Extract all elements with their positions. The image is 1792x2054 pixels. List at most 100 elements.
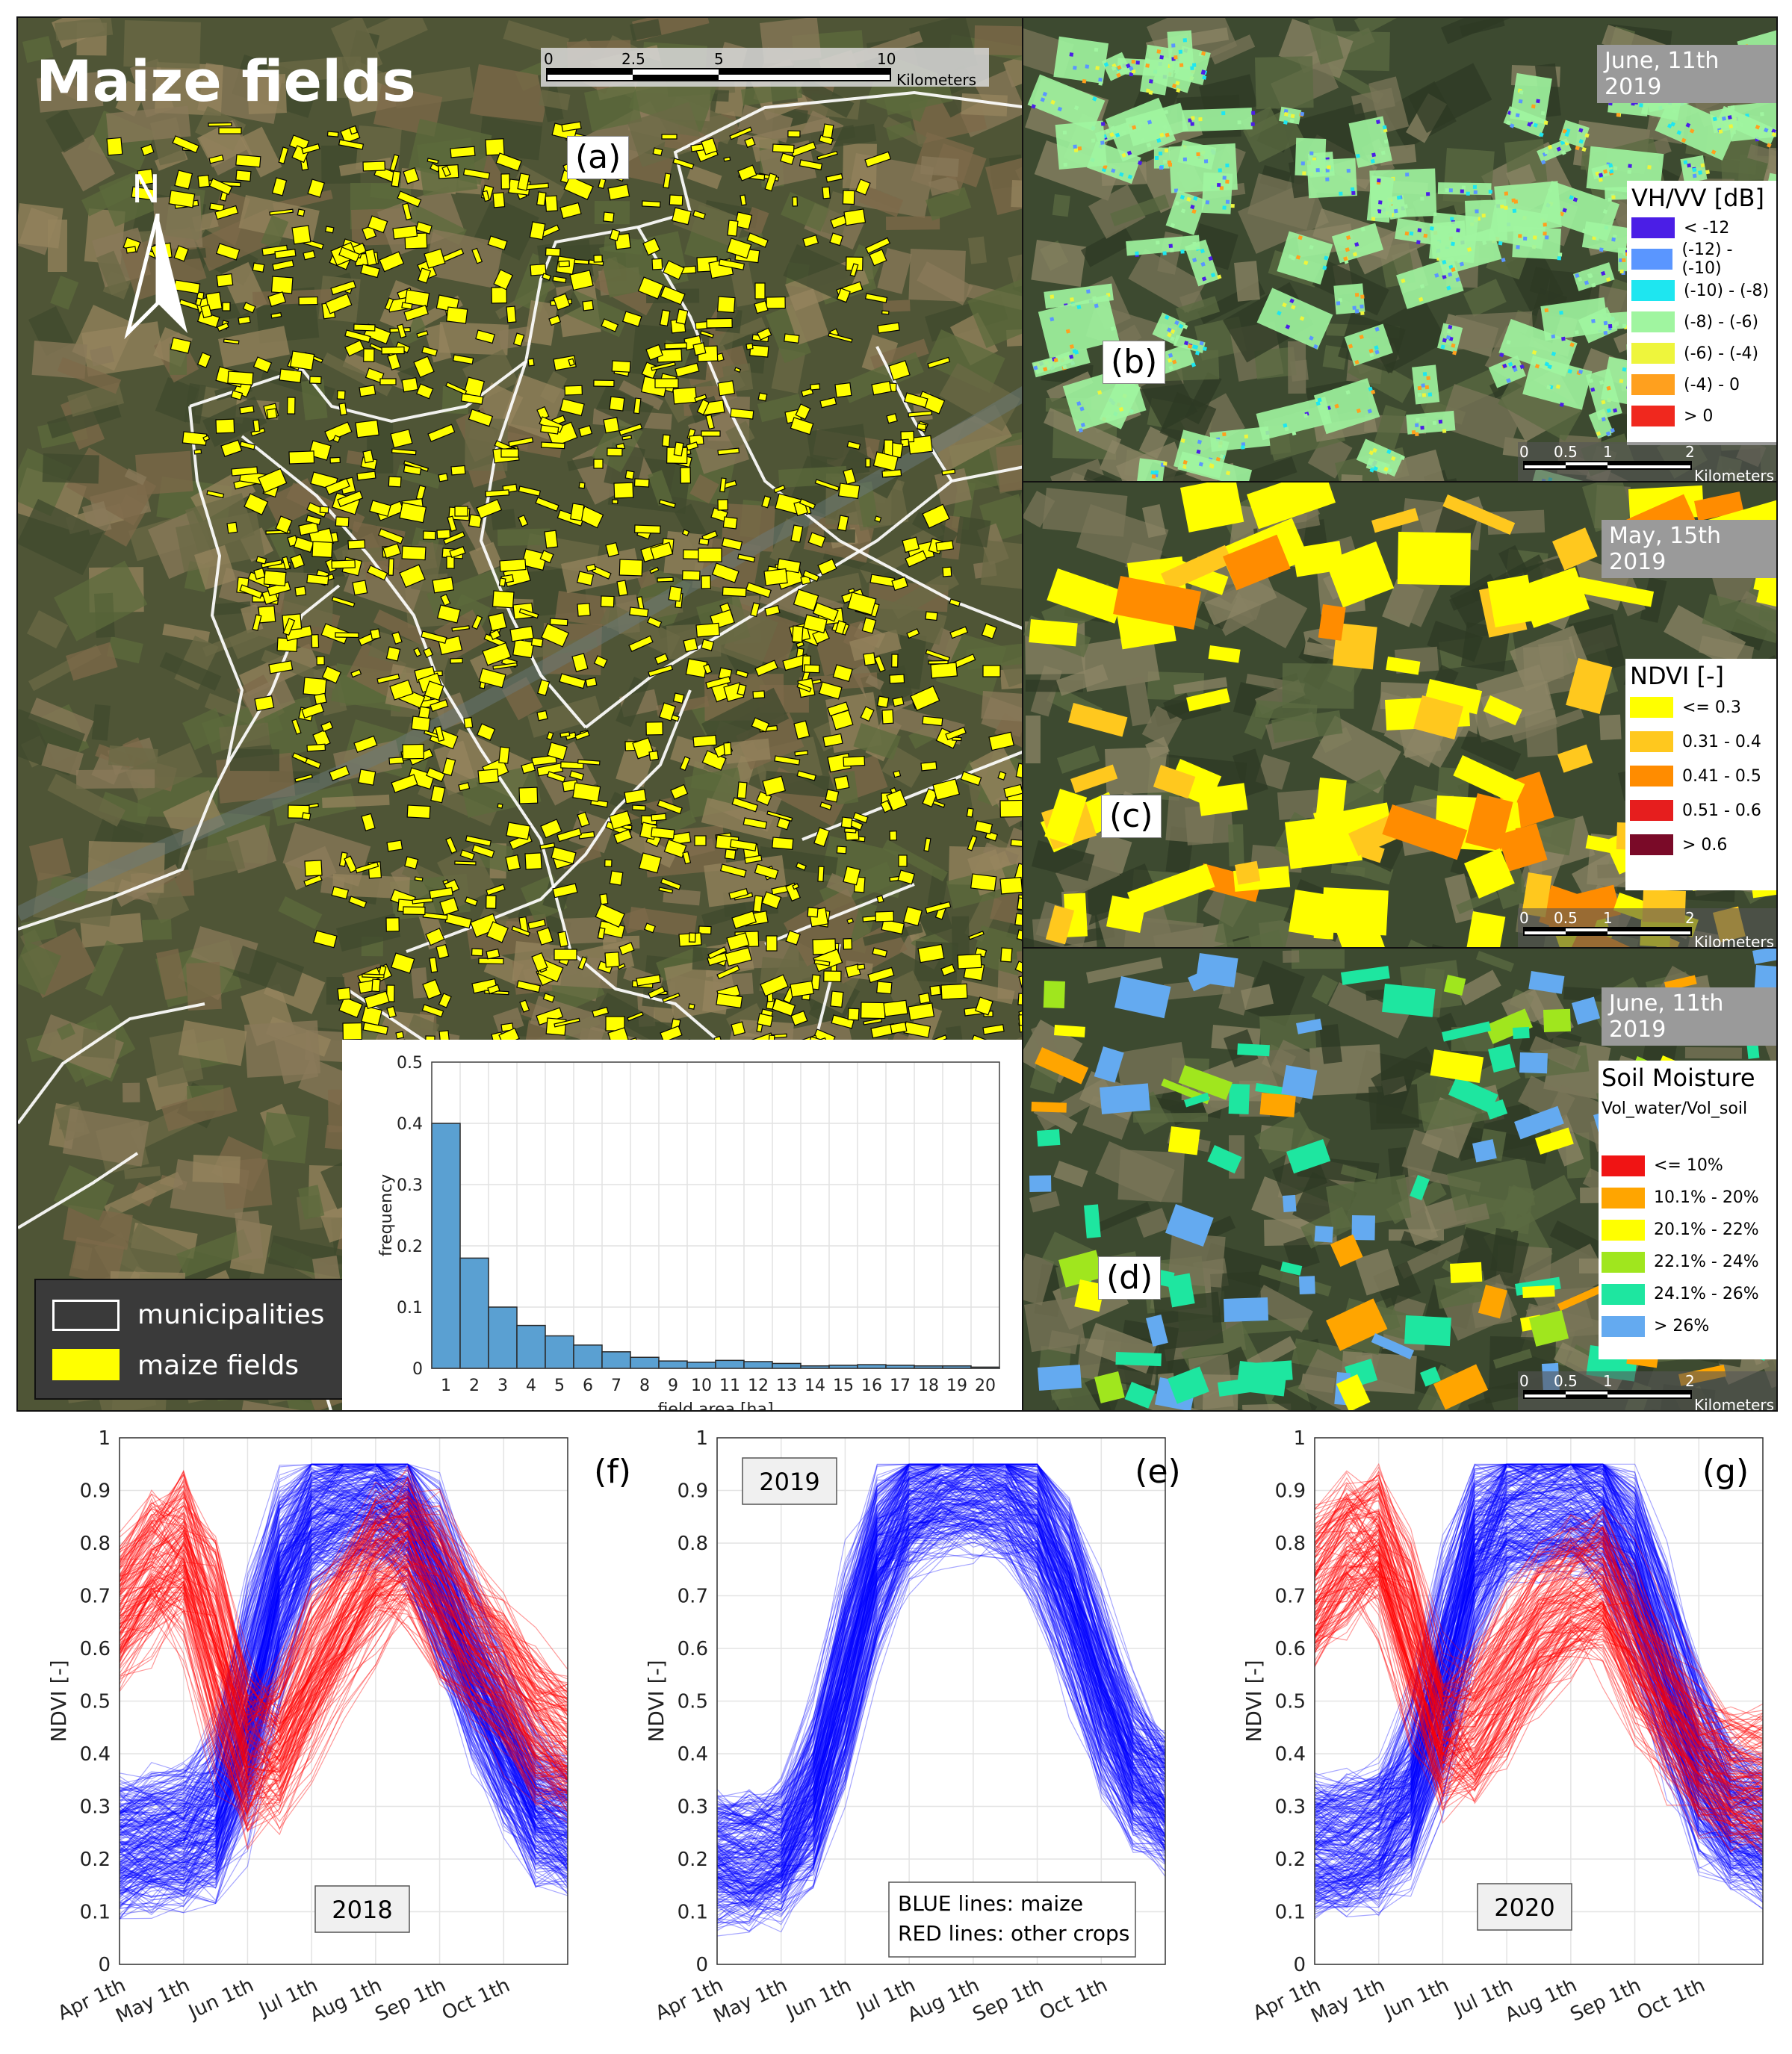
legend-swatch (1630, 697, 1673, 718)
north-arrow-icon (124, 214, 187, 340)
histogram-bar (516, 1324, 546, 1369)
ndvi-ytick: 0.1 (1275, 1902, 1306, 1924)
legend-label: (-10) - (-8) (1684, 281, 1770, 300)
legend-swatch (1631, 280, 1675, 301)
panel-a-scalebar: 0 2.5 5 10 Kilometers (541, 48, 989, 89)
ndvi-panel-label: (f) (594, 1453, 631, 1491)
legend-label: maize fields (137, 1350, 300, 1381)
legend-swatch (1602, 1219, 1645, 1241)
histogram-xtick: 19 (946, 1377, 967, 1395)
legend-row: (-12) - (-10) (1631, 241, 1773, 278)
histogram-ytick: 0.4 (397, 1115, 423, 1134)
legend-label: (-4) - 0 (1684, 375, 1740, 394)
legend-label: 10.1% - 20% (1654, 1188, 1759, 1207)
ndvi-ytick: 0.3 (80, 1796, 111, 1819)
panel-a-label: (a) (567, 136, 630, 179)
ndvi-series-other-crops (1314, 1462, 1764, 1856)
ndvi-panel-label: (e) (1135, 1453, 1180, 1491)
legend-label: 20.1% - 22% (1654, 1220, 1759, 1239)
ndvi-series-maize (119, 1463, 568, 1920)
histogram-bar (743, 1361, 773, 1369)
panel-a-map: Maize fields (a) N 0 2.5 5 10 Kilometers… (16, 16, 1026, 1412)
histogram-ytick: 0.1 (397, 1299, 423, 1318)
histogram-inset: 0 0.1 0.2 0.3 0.4 0.5 1 2 3 4 5 6 7 8 9 10 11 12 13 14 15 16 1… (342, 1040, 1025, 1412)
legend-swatch (1602, 1155, 1645, 1176)
histogram-xtick: 5 (554, 1377, 565, 1395)
legend-swatch (1631, 249, 1673, 270)
panel-a-scalebar-tick: 0 (544, 50, 554, 68)
ndvi-series-other-crops (119, 1465, 568, 1851)
legend-label: <= 0.3 (1682, 698, 1741, 717)
legend-swatch-municipalities (52, 1300, 120, 1331)
year-label: 2019 (759, 1468, 819, 1496)
scalebar-tick: 2 (1685, 1372, 1695, 1390)
histogram-bar (459, 1257, 489, 1369)
scalebar-tick: 1 (1603, 909, 1613, 927)
panel-b-scalebar: 0 0.5 1 2 Kilometers (1518, 442, 1776, 481)
ndvi-ytick: 0.2 (678, 1849, 708, 1871)
histogram-bar (715, 1359, 745, 1369)
legend-swatch (1631, 374, 1675, 395)
legend-label: 24.1% - 26% (1654, 1285, 1759, 1303)
histogram-xtick: 18 (918, 1377, 939, 1395)
panel-d-legend: Soil Moisture Vol_water/Vol_soil <= 10% 1… (1599, 1061, 1776, 1359)
panel-c-map: May, 15th 2019 (c) NDVI [-] <= 0.3 0.31 -… (1022, 481, 1778, 949)
scalebar-tick: 1 (1603, 443, 1613, 461)
legend-row: 0.51 - 0.6 (1630, 793, 1773, 828)
panel-b-date: June, 11th 2019 (1597, 45, 1776, 103)
panel-a-imagery (18, 18, 1025, 1410)
panel-c-label: (c) (1101, 795, 1162, 838)
year-box (1477, 1883, 1572, 1931)
histogram-xtick: 9 (668, 1377, 678, 1395)
legend-row: 0.41 - 0.5 (1630, 759, 1773, 793)
legend-row: 20.1% - 22% (1602, 1214, 1775, 1246)
legend-swatch (1630, 766, 1673, 786)
panel-b-label: (b) (1103, 341, 1166, 384)
scalebar-tick: 0.5 (1554, 1372, 1578, 1390)
legend-row: (-6) - (-4) (1631, 338, 1773, 369)
histogram-ytick: 0.3 (397, 1176, 423, 1195)
histogram-xtick: 16 (861, 1377, 882, 1395)
legend-row: (-4) - 0 (1631, 369, 1773, 400)
legend-row: 24.1% - 26% (1602, 1278, 1775, 1310)
histogram-xtick: 20 (975, 1377, 996, 1395)
scalebar-unit: Kilometers (1694, 933, 1774, 949)
ndvi-ylabel: NDVI [-] (46, 1660, 71, 1742)
legend-label: 0.41 - 0.5 (1682, 766, 1761, 786)
ndvi-ytick: 0.9 (80, 1480, 111, 1503)
panel-a-scalebar-tick: 10 (877, 50, 896, 68)
histogram-bar (630, 1356, 660, 1369)
scalebar-tick: 0.5 (1554, 443, 1578, 461)
ndvi-xtick: Sep 1th (372, 1974, 450, 2026)
year-box (742, 1457, 837, 1505)
histogram-xtick: 8 (639, 1377, 650, 1395)
legend-label: > 0.6 (1682, 835, 1728, 854)
histogram-ylabel: frequency (377, 1174, 396, 1256)
legend-row: (-10) - (-8) (1631, 275, 1773, 306)
panel-b-map: June, 11th 2019 (b) VH/VV [dB] < -12 (-12… (1022, 16, 1778, 483)
legend-swatch-maize (52, 1349, 120, 1380)
histogram-bar (488, 1306, 518, 1369)
legend-row: 10.1% - 20% (1602, 1182, 1775, 1214)
panel-a-scalebar-tick: 5 (714, 50, 724, 68)
ndvi-ytick: 0.7 (1275, 1586, 1306, 1608)
legend-row: > 0 (1631, 400, 1773, 432)
histogram-xtick: 15 (833, 1377, 854, 1395)
year-box (314, 1885, 410, 1933)
legend-swatch (1631, 311, 1675, 332)
ndvi-ytick: 0.5 (678, 1691, 708, 1713)
histogram-ytick: 0.2 (397, 1238, 423, 1256)
ndvi-xtick: May 1th (1308, 1974, 1389, 2028)
legend-swatch (1630, 731, 1673, 752)
panel-c-legend-title: NDVI [-] (1630, 662, 1725, 690)
year-label: 2018 (332, 1896, 392, 1924)
histogram-ytick: 0 (412, 1360, 423, 1379)
scalebar-tick: 0 (1519, 1372, 1529, 1390)
ndvi-ytick: 0.3 (1275, 1796, 1306, 1819)
panel-a-title: Maize fields (36, 48, 416, 114)
panel-a-scalebar-tick: 2.5 (621, 50, 645, 68)
histogram-xtick: 3 (497, 1377, 508, 1395)
histogram-xtick: 12 (748, 1377, 769, 1395)
panel-d-legend-title: Soil Moisture (1602, 1064, 1755, 1092)
histogram-xlabel: field area [ha] (657, 1400, 773, 1412)
